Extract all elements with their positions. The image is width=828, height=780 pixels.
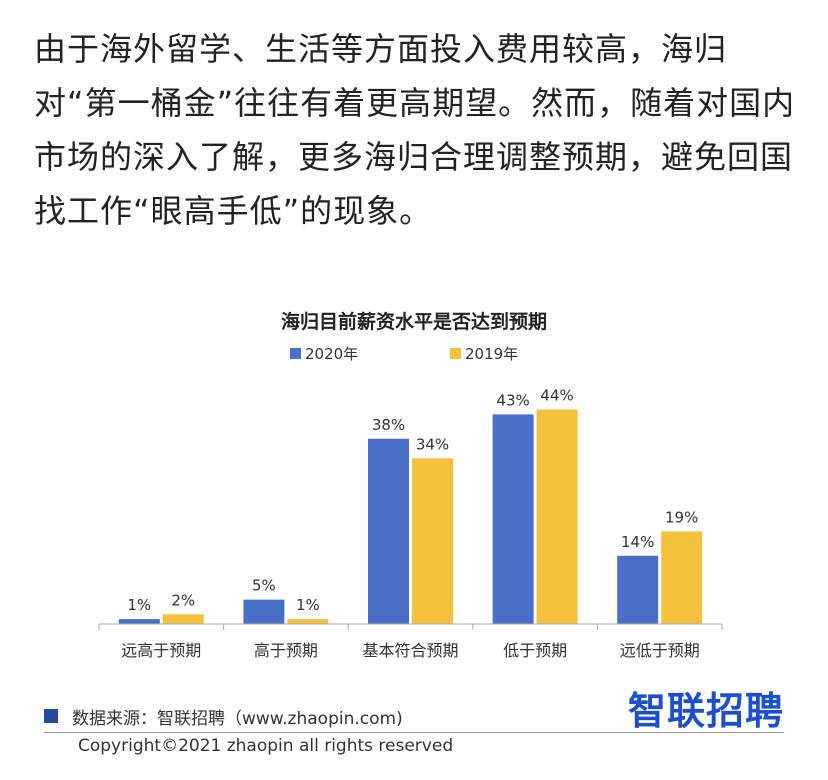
- legend-label-1: 2019年: [465, 345, 518, 363]
- source-marker: [44, 709, 58, 723]
- data-label-3-0: 43%: [496, 391, 529, 409]
- legend-swatch-0: [290, 348, 301, 359]
- zhaopin-logo: 智联招聘: [628, 689, 785, 733]
- bar-0-1: [162, 614, 204, 624]
- copyright-text: Copyright©2021 zhaopin all rights reserv…: [78, 736, 454, 756]
- data-label-2-1: 34%: [416, 435, 449, 453]
- category-label-0: 远高于预期: [121, 641, 201, 660]
- bar-2-1: [412, 458, 453, 624]
- category-label-3: 低于预期: [503, 641, 567, 660]
- salary-expectation-chart: 海归目前薪资水平是否达到预期 2020年 2019年 1% 2% 远高于预期 5% 1% 高于预…: [98, 310, 723, 660]
- data-label-4-1: 19%: [665, 508, 698, 526]
- legend-swatch-1: [450, 348, 461, 359]
- bar-0-0: [118, 619, 160, 624]
- data-label-4-0: 14%: [621, 533, 654, 551]
- data-label-2-0: 38%: [372, 416, 405, 434]
- chart-container: 海归目前薪资水平是否达到预期 2020年 2019年 1% 2% 远高于预期 5% 1% 高于预…: [0, 290, 828, 710]
- category-label-4: 远低于预期: [620, 641, 700, 660]
- bar-4-1: [661, 531, 703, 624]
- data-label-0-0: 1%: [127, 596, 151, 614]
- article-text: 由于海外留学、生活等方面投入费用较高，海归对“第一桶金”往往有着更高期望。然而，…: [34, 22, 804, 238]
- bar-3-0: [492, 414, 534, 624]
- bar-1-1: [287, 619, 329, 624]
- data-label-1-0: 5%: [252, 577, 276, 595]
- bar-2-0: [368, 438, 409, 624]
- data-source: 数据来源：智联招聘（www.zhaopin.com): [44, 702, 403, 730]
- legend-label-0: 2020年: [305, 345, 358, 363]
- bar-4-0: [617, 555, 659, 624]
- footer-divider: [44, 732, 784, 733]
- data-label-0-1: 2%: [171, 591, 195, 609]
- data-label-1-1: 1%: [296, 596, 320, 614]
- source-text: 数据来源：智联招聘（www.zhaopin.com): [72, 708, 403, 729]
- chart-title: 海归目前薪资水平是否达到预期: [281, 310, 547, 333]
- bar-1-0: [243, 599, 285, 624]
- category-label-1: 高于预期: [254, 641, 318, 660]
- category-label-2: 基本符合预期: [362, 641, 458, 660]
- article-paragraph: 由于海外留学、生活等方面投入费用较高，海归对“第一桶金”往往有着更高期望。然而，…: [34, 30, 796, 230]
- bar-3-1: [536, 409, 578, 624]
- data-label-3-1: 44%: [540, 387, 573, 405]
